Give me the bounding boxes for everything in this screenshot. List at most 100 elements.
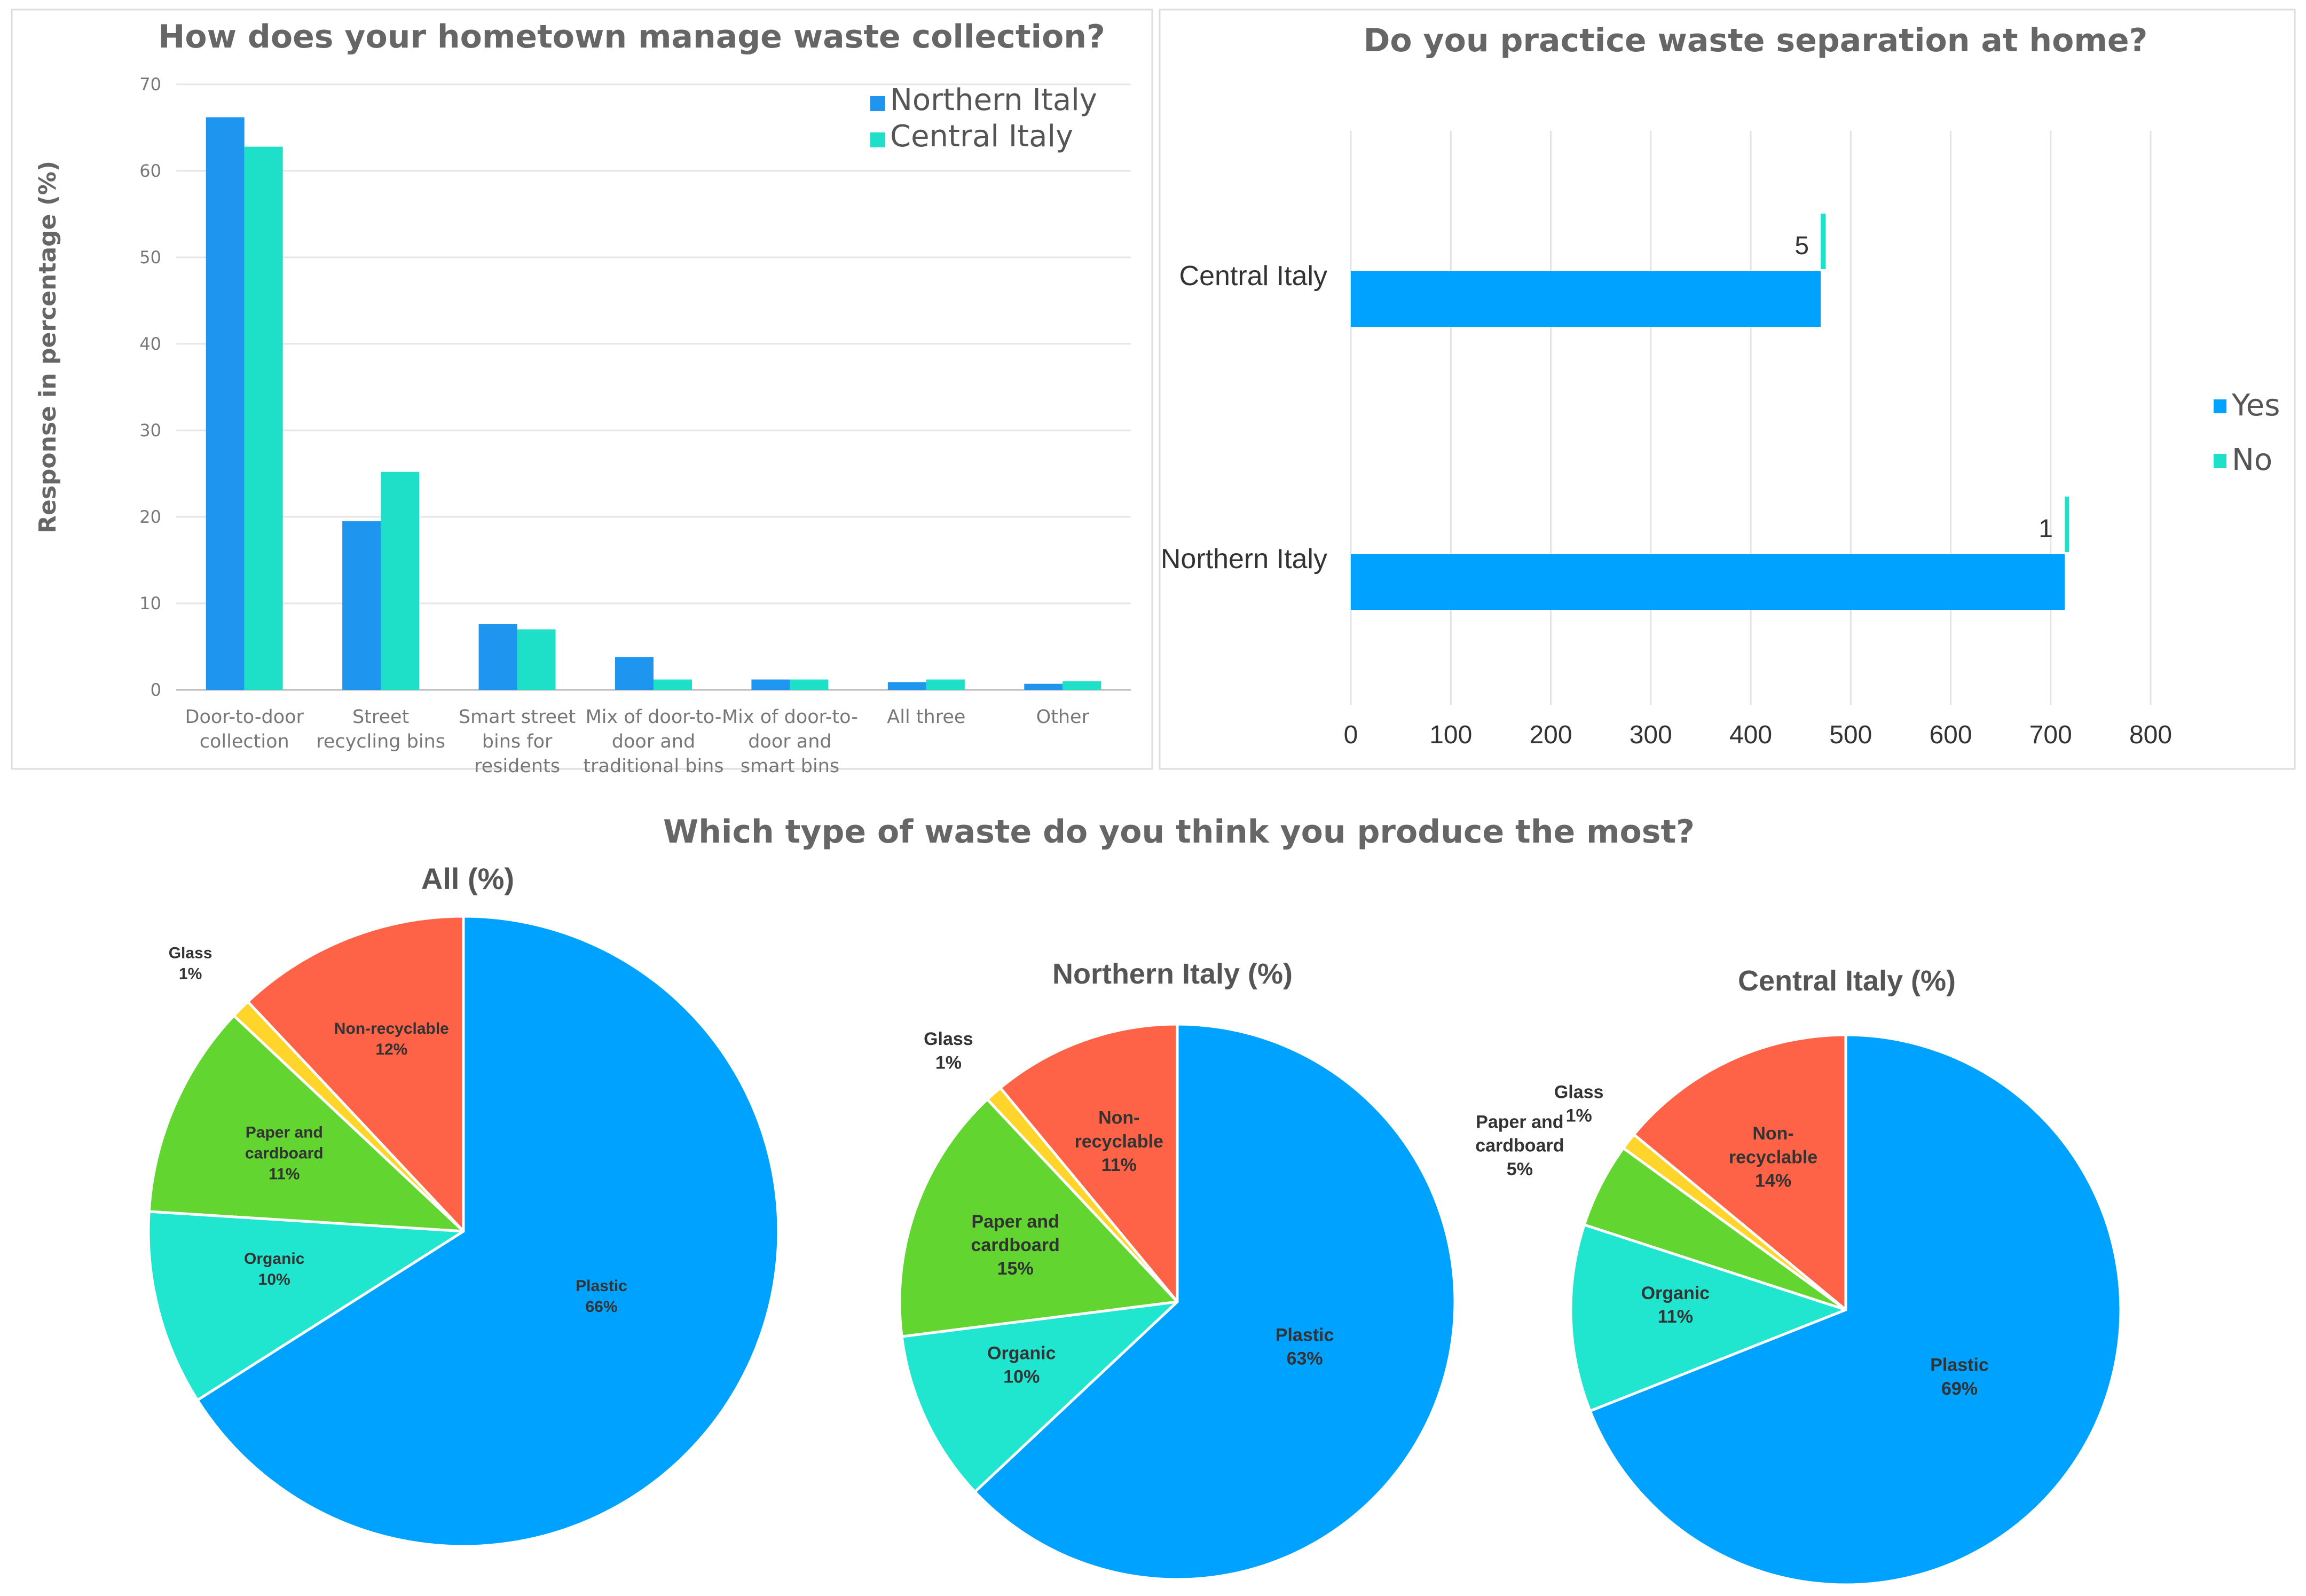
- x-tick-label: Door-to-door collection: [185, 706, 304, 752]
- pie-slice-plastic: [195, 915, 780, 1548]
- bar-central: [926, 679, 965, 690]
- pie-slice-label: Non-recyclable 14%: [1729, 1123, 1817, 1191]
- pie-slice-organic: [1569, 1223, 1850, 1413]
- bar-northern: [615, 657, 654, 690]
- bar-chart-grid: [176, 83, 1131, 691]
- legend-label: No: [2232, 443, 2272, 477]
- bar-chart-y-axis-label: Response in percentage (%): [34, 161, 61, 533]
- x-tick-label: All three: [887, 706, 965, 728]
- pie-slice-label: Glass 1%: [924, 1029, 973, 1073]
- bar-chart-y-ticks: 0 10 20 30 40 50 60 70: [139, 74, 161, 700]
- pie-slice-label: Paper and cardboard 5%: [1475, 1112, 1564, 1179]
- x-tick-label: 500: [1829, 721, 1872, 749]
- bar-central: [654, 679, 692, 690]
- pie-slice-label: Non-recyclable 12%: [334, 1020, 449, 1058]
- bar-central: [790, 679, 829, 690]
- bar-northern: [1024, 683, 1063, 690]
- pie-slice-non-recyclable: [1632, 1033, 1847, 1313]
- y-category-label: Northern Italy: [1161, 544, 1327, 575]
- hbar-chart-categories: Central Italy Northern Italy: [1161, 261, 1327, 575]
- hbar-chart-legend: Yes No: [2214, 388, 2280, 477]
- y-tick-label: 40: [139, 334, 161, 354]
- pie-slice-label: Glass 1%: [169, 945, 213, 983]
- bar-chart-x-labels: Door-to-door collection Street recycling bi…: [185, 706, 1090, 777]
- bar-chart-title: How does your hometown manage waste coll…: [158, 18, 1105, 56]
- bar-central: [244, 146, 283, 690]
- bar-central: [1063, 681, 1101, 690]
- pie-northern: Northern Italy (%) Non-recyclable 11% Glass…: [898, 958, 1457, 1581]
- pie-slice-paper-and-cardboard: [898, 1097, 1180, 1338]
- x-tick-label: 400: [1729, 721, 1772, 749]
- bar-northern: [478, 624, 517, 690]
- pie-all: All (%) Non-recyclable 12% Glass 1% Paper and…: [147, 862, 780, 1548]
- bar-no: [1821, 214, 1826, 269]
- pie-slice-non-recyclable: [998, 1023, 1179, 1306]
- bar-northern: [342, 521, 381, 690]
- legend-swatch: [870, 132, 885, 147]
- bar-yes: [1351, 554, 2065, 610]
- hbar-chart-panel: [1159, 9, 2296, 770]
- y-category-label: Central Italy: [1179, 261, 1327, 292]
- x-tick-label: 800: [2129, 721, 2172, 749]
- data-label: 5: [1795, 232, 1809, 260]
- y-tick-label: 30: [139, 420, 161, 441]
- pie-slice-label: Non-recyclable 11%: [1075, 1108, 1163, 1175]
- legend-swatch: [2214, 399, 2226, 413]
- bar-chart-bars: [206, 117, 1101, 690]
- x-tick-label: Mix of door-to-door and smart bins: [722, 706, 858, 777]
- x-tick-label: 700: [2029, 721, 2072, 749]
- x-tick-label: Mix of door-to-door and traditional bins: [583, 706, 723, 777]
- legend-swatch: [2214, 454, 2226, 468]
- pie-slice-paper-and-cardboard: [1583, 1146, 1847, 1311]
- pie-slice-label: Glass 1%: [1554, 1082, 1604, 1126]
- y-tick-label: 70: [139, 74, 161, 95]
- legend-label: Central Italy: [890, 119, 1073, 154]
- y-tick-label: 0: [151, 680, 161, 700]
- pie-slice-non-recyclable: [246, 915, 465, 1235]
- legend-label: Northern Italy: [890, 83, 1097, 117]
- bar-no: [2064, 497, 2069, 552]
- pie-section-title: Which type of waste do you think you pro…: [663, 813, 1695, 851]
- x-tick-label: 200: [1529, 721, 1572, 749]
- x-tick-label: Smart street bins for residents: [459, 706, 576, 777]
- pie-central: Central Italy (%) Non-recyclable 14% Glass 1…: [1475, 965, 2122, 1586]
- pie-slice-label: Paper and cardboard 11%: [245, 1124, 324, 1183]
- bar-northern: [887, 682, 926, 690]
- bar-northern: [206, 117, 245, 690]
- y-tick-label: 50: [139, 247, 161, 268]
- pie-slice-label: Paper and cardboard 15%: [971, 1212, 1060, 1279]
- y-tick-label: 20: [139, 507, 161, 527]
- x-tick-label: Other: [1036, 706, 1090, 728]
- x-tick-label: 100: [1429, 721, 1472, 749]
- bar-northern: [751, 679, 790, 690]
- data-label: 1: [2039, 515, 2053, 543]
- pie-slice-label: Organic 10%: [987, 1343, 1056, 1387]
- pie-slice-organic: [147, 1210, 468, 1402]
- pie-title: Central Italy (%): [1738, 965, 1956, 997]
- pie-slice-label: Organic 10%: [244, 1250, 304, 1288]
- pie-slice-label: Plastic 66%: [576, 1277, 627, 1316]
- pie-slice-organic: [900, 1300, 1182, 1494]
- x-tick-label: Street recycling bins: [316, 706, 445, 752]
- pie-slice-label: Plastic 63%: [1276, 1325, 1334, 1369]
- pie-title: All (%): [421, 862, 514, 895]
- hbar-chart-x-ticks: 0 100 200 300 400 500 600 700 800: [1344, 721, 2172, 749]
- pie-slice-label: Plastic 69%: [1930, 1355, 1989, 1399]
- pie-charts: All (%)Non-recyclable 12%Glass 1%Paper and…: [147, 862, 2122, 1586]
- pie-title: Northern Italy (%): [1052, 958, 1293, 990]
- bar-yes: [1351, 271, 1821, 327]
- x-tick-label: 0: [1344, 721, 1358, 749]
- hbar-chart-bars: 51: [1351, 214, 2069, 610]
- x-tick-label: 600: [1929, 721, 1972, 749]
- x-tick-label: 300: [1630, 721, 1672, 749]
- legend-label: Yes: [2231, 388, 2280, 423]
- bar-central: [517, 629, 556, 690]
- y-tick-label: 60: [139, 161, 161, 181]
- pie-slice-label: Organic 11%: [1641, 1283, 1710, 1327]
- bar-chart-panel: [11, 9, 1153, 770]
- legend-swatch: [870, 96, 885, 111]
- hbar-chart-title: Do you practice waste separation at home…: [1364, 22, 2148, 59]
- y-tick-label: 10: [139, 593, 161, 614]
